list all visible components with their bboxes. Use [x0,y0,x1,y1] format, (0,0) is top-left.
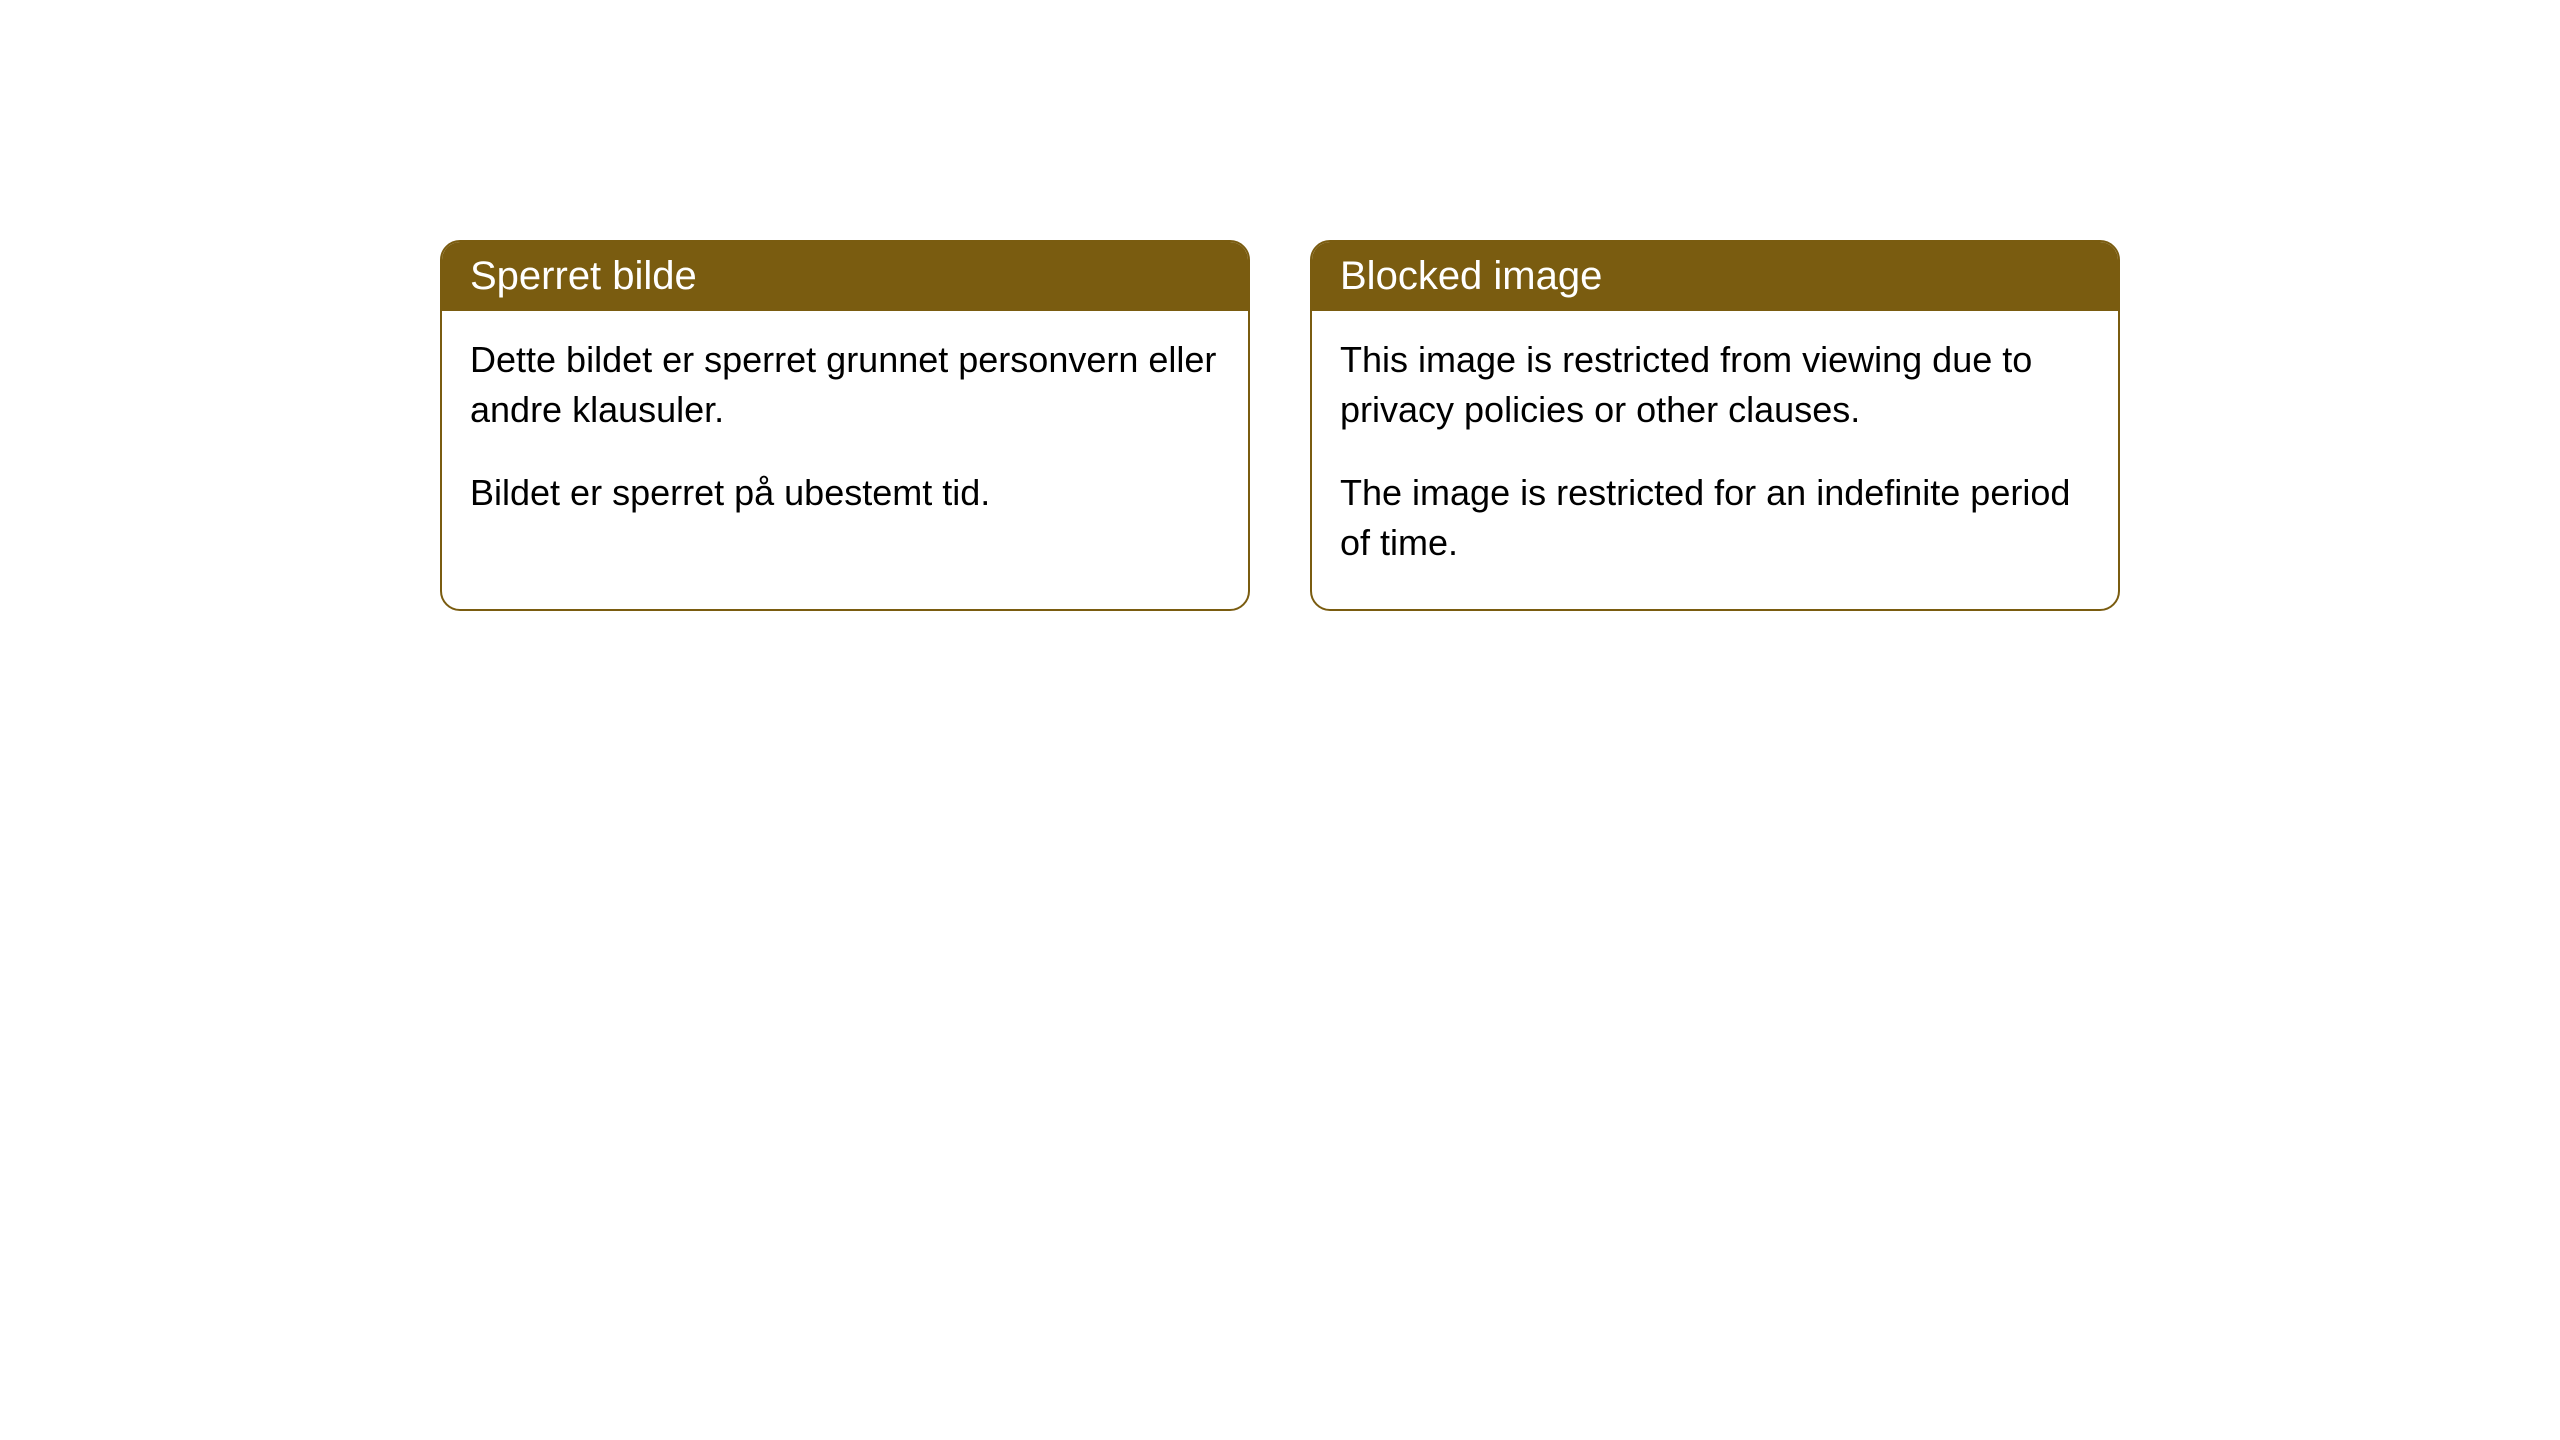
notice-card-norwegian: Sperret bilde Dette bildet er sperret gr… [440,240,1250,611]
card-header-english: Blocked image [1312,242,2118,311]
card-paragraph: Dette bildet er sperret grunnet personve… [470,335,1220,436]
card-body-english: This image is restricted from viewing du… [1312,311,2118,609]
card-paragraph: This image is restricted from viewing du… [1340,335,2090,436]
card-title: Blocked image [1340,254,1602,298]
card-header-norwegian: Sperret bilde [442,242,1248,311]
notice-cards-container: Sperret bilde Dette bildet er sperret gr… [0,240,2560,611]
card-title: Sperret bilde [470,254,697,298]
card-paragraph: The image is restricted for an indefinit… [1340,468,2090,569]
card-body-norwegian: Dette bildet er sperret grunnet personve… [442,311,1248,558]
notice-card-english: Blocked image This image is restricted f… [1310,240,2120,611]
card-paragraph: Bildet er sperret på ubestemt tid. [470,468,1220,518]
